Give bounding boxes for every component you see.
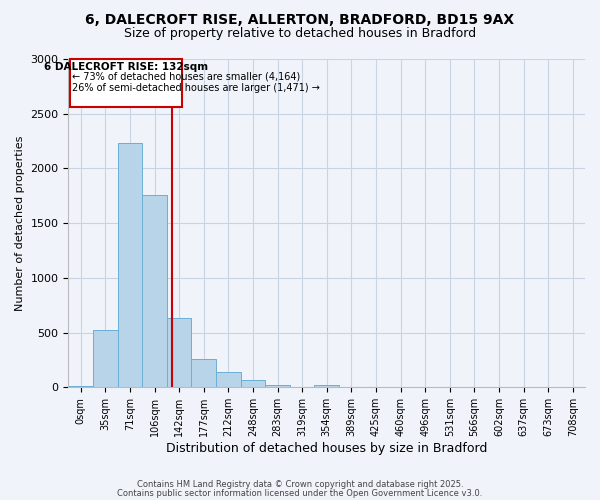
Text: ← 73% of detached houses are smaller (4,164): ← 73% of detached houses are smaller (4,… [72,72,301,82]
Text: 6, DALECROFT RISE, ALLERTON, BRADFORD, BD15 9AX: 6, DALECROFT RISE, ALLERTON, BRADFORD, B… [85,12,515,26]
Bar [191,359,216,388]
X-axis label: Distribution of detached houses by size in Bradford: Distribution of detached houses by size … [166,442,487,455]
Bar [314,385,339,388]
Text: Contains HM Land Registry data © Crown copyright and database right 2025.: Contains HM Land Registry data © Crown c… [137,480,463,489]
Text: 26% of semi-detached houses are larger (1,471) →: 26% of semi-detached houses are larger (… [72,83,320,93]
Bar [118,144,142,388]
Bar [142,194,167,388]
Text: 6 DALECROFT RISE: 132sqm: 6 DALECROFT RISE: 132sqm [44,62,208,72]
Bar [93,330,118,388]
Bar [265,384,290,388]
Bar [70,59,182,107]
Y-axis label: Number of detached properties: Number of detached properties [15,136,25,311]
Bar [241,380,265,388]
Bar [68,386,93,388]
Bar [216,372,241,388]
Text: Size of property relative to detached houses in Bradford: Size of property relative to detached ho… [124,28,476,40]
Bar [167,318,191,388]
Text: Contains public sector information licensed under the Open Government Licence v3: Contains public sector information licen… [118,488,482,498]
Bar [290,387,314,388]
